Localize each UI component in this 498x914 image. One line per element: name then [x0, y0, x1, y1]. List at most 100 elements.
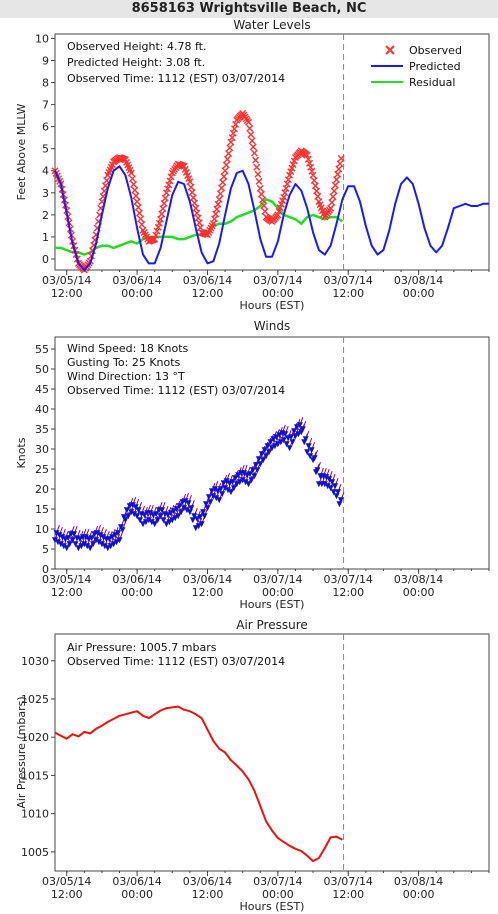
- wind-arrow: [154, 517, 161, 524]
- wind-arrow: [334, 489, 341, 496]
- water-info-line: Observed Time: 1112 (EST) 03/07/2014: [67, 72, 285, 85]
- wind-arrow: [57, 541, 64, 548]
- wind-arrow: [229, 479, 236, 486]
- observed-point: [331, 181, 339, 189]
- x-tick-time: 12:00: [192, 888, 224, 901]
- wind-arrow: [197, 514, 204, 521]
- y-tick-label: 55: [35, 343, 49, 356]
- observed-point: [160, 199, 168, 207]
- y-tick-label: 6: [42, 121, 49, 134]
- observed-point: [162, 189, 170, 197]
- y-tick-label: 1010: [21, 808, 49, 821]
- x-tick-date: 03/05/14: [42, 875, 91, 888]
- y-tick-label: 40: [35, 403, 49, 416]
- observed-point: [133, 198, 141, 206]
- observed-point: [131, 186, 139, 194]
- water-info-line: Observed Height: 4.78 ft.: [67, 40, 206, 53]
- x-tick-time: 12:00: [51, 287, 83, 300]
- wind-arrow: [170, 508, 177, 515]
- wind-arrow: [182, 498, 189, 505]
- observed-point: [328, 199, 336, 207]
- wind-arrow: [296, 422, 303, 429]
- observed-point: [103, 176, 111, 184]
- station-title: 8658163 Wrightsville Beach, NC: [0, 0, 498, 18]
- y-tick-label: 50: [35, 363, 49, 376]
- wind-arrow: [194, 516, 201, 523]
- wind-arrow: [94, 530, 101, 537]
- wind-arrow: [159, 507, 166, 514]
- x-tick-date: 03/08/14: [394, 875, 443, 888]
- wind-arrow: [137, 517, 144, 524]
- wind-arrow: [208, 488, 215, 495]
- wind-arrow: [148, 519, 155, 526]
- wind-arrow: [142, 519, 149, 526]
- wind-arrow: [65, 535, 72, 542]
- wind-arrow: [269, 445, 275, 452]
- wind-arrow: [236, 479, 243, 486]
- x-tick-time: 00:00: [403, 586, 435, 599]
- observed-point: [209, 220, 217, 228]
- wind-arrow: [311, 455, 318, 462]
- observed-point: [260, 202, 268, 210]
- wind-arrow: [78, 543, 85, 550]
- observed-point: [211, 215, 219, 223]
- wind-arrow: [214, 488, 221, 495]
- y-tick-label: 1: [42, 231, 49, 244]
- observed-point: [192, 204, 200, 212]
- wind-arrow: [321, 481, 328, 488]
- x-tick-date: 03/05/14: [42, 274, 91, 287]
- observed-point: [221, 167, 229, 175]
- y-tick-label: 2: [42, 209, 49, 222]
- wind-arrow: [222, 485, 229, 492]
- observed-point: [313, 187, 321, 195]
- observed-point: [254, 170, 262, 178]
- observed-point: [220, 172, 228, 180]
- observed-point: [187, 183, 195, 191]
- wind-arrow: [128, 509, 135, 516]
- observed-point: [306, 159, 314, 167]
- observed-point: [337, 154, 345, 162]
- wind-arrow: [337, 497, 344, 504]
- observed-point: [248, 137, 256, 145]
- wind-arrow: [53, 530, 60, 537]
- wind-arrow: [207, 499, 214, 506]
- observed-point: [216, 190, 224, 198]
- observed-point: [167, 173, 175, 181]
- x-tick-date: 03/06/14: [183, 573, 232, 586]
- y-axis-label: Air Pressure (mbars): [15, 696, 28, 808]
- wind-arrow: [216, 497, 223, 504]
- x-tick-time: 12:00: [332, 287, 364, 300]
- observed-point: [212, 210, 220, 218]
- y-tick-label: 0: [42, 563, 49, 576]
- observed-point: [135, 209, 143, 217]
- wind-info-line: Wind Direction: 13 °T: [67, 370, 185, 383]
- wind-arrow: [129, 502, 136, 509]
- observed-point: [134, 203, 142, 211]
- observed-point: [151, 235, 159, 243]
- observed-point: [159, 205, 167, 213]
- wind-arrow: [123, 507, 130, 514]
- x-tick-date: 03/07/14: [253, 573, 302, 586]
- wind-arrow: [107, 543, 114, 550]
- wind-arrow: [90, 541, 97, 548]
- y-tick-label: 9: [42, 54, 49, 67]
- observed-point: [308, 167, 316, 175]
- pressure-info-line: Air Pressure: 1005.7 mbars: [67, 641, 217, 654]
- y-tick-label: 35: [35, 423, 49, 436]
- wind-arrow: [274, 441, 281, 448]
- wind-arrow: [283, 441, 290, 448]
- wind-arrow: [233, 481, 240, 488]
- wind-arrow: [134, 513, 141, 520]
- wind-arrow: [188, 505, 195, 512]
- observed-point: [245, 118, 253, 126]
- y-tick-label: 30: [35, 443, 49, 456]
- legend-entry: Predicted: [409, 60, 461, 73]
- wind-arrow: [286, 445, 293, 452]
- wind-arrow: [304, 449, 311, 456]
- wind-arrow: [201, 513, 208, 520]
- wind-arrow: [101, 543, 108, 550]
- wind-arrow: [195, 523, 202, 530]
- wind-info-line: Observed Time: 1112 (EST) 03/07/2014: [67, 384, 285, 397]
- observed-point: [193, 209, 201, 217]
- y-tick-label: 20: [35, 483, 49, 496]
